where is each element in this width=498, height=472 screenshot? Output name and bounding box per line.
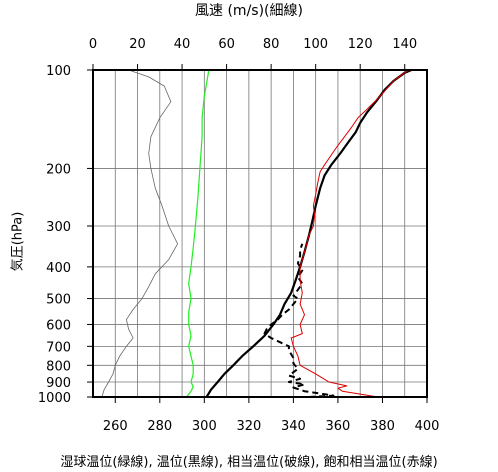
plot-frame: [92, 69, 428, 398]
tick-label-bottom: 260: [103, 419, 128, 434]
tick-label-top: 20: [129, 37, 146, 52]
tick-label-left: 800: [46, 359, 71, 374]
y-axis-title: 気圧(hPa): [10, 211, 26, 272]
tick-label-top: 0: [89, 37, 97, 52]
tick-label-bottom: 340: [281, 419, 306, 434]
axis-ticks: 260 280 300 320 340 360 380 400 0 20 40 60 80 100 120 1…: [38, 37, 440, 434]
top-axis-title: 風速 (m/s)(細線): [195, 3, 303, 19]
tick-label-bottom: 280: [147, 419, 172, 434]
tick-label-bottom: 360: [326, 419, 351, 434]
tick-label-left: 600: [46, 318, 71, 333]
tick-label-top: 100: [303, 37, 328, 52]
tick-label-top: 40: [174, 37, 191, 52]
series-line-2: [290, 69, 410, 398]
bottom-caption: 湿球温位(緑線), 温位(黒線), 相当温位(破線), 飽和相当温位(赤線): [60, 455, 438, 470]
tick-label-left: 400: [46, 261, 71, 276]
tick-label-top: 140: [392, 37, 417, 52]
tick-label-left: 100: [46, 64, 71, 79]
series-layer: [101, 68, 412, 398]
tick-label-top: 80: [263, 37, 280, 52]
tick-label-left: 700: [46, 340, 71, 355]
series-line-0: [205, 68, 412, 398]
series-line-3: [186, 69, 210, 398]
tick-label-left: 200: [46, 162, 71, 177]
tick-label-bottom: 320: [236, 419, 261, 434]
tick-label-bottom: 380: [370, 419, 395, 434]
tick-label-left: 1000: [38, 391, 71, 406]
tick-label-left: 300: [46, 220, 71, 235]
tick-label-left: 500: [46, 293, 71, 308]
tick-label-left: 900: [46, 376, 71, 391]
tick-label-top: 60: [218, 37, 235, 52]
tick-label-top: 120: [348, 37, 373, 52]
tick-label-bottom: 400: [415, 419, 440, 434]
tick-label-bottom: 300: [192, 419, 217, 434]
series-line-4: [101, 69, 178, 398]
grid-lines: [92, 69, 428, 398]
series-line-1: [263, 243, 335, 398]
